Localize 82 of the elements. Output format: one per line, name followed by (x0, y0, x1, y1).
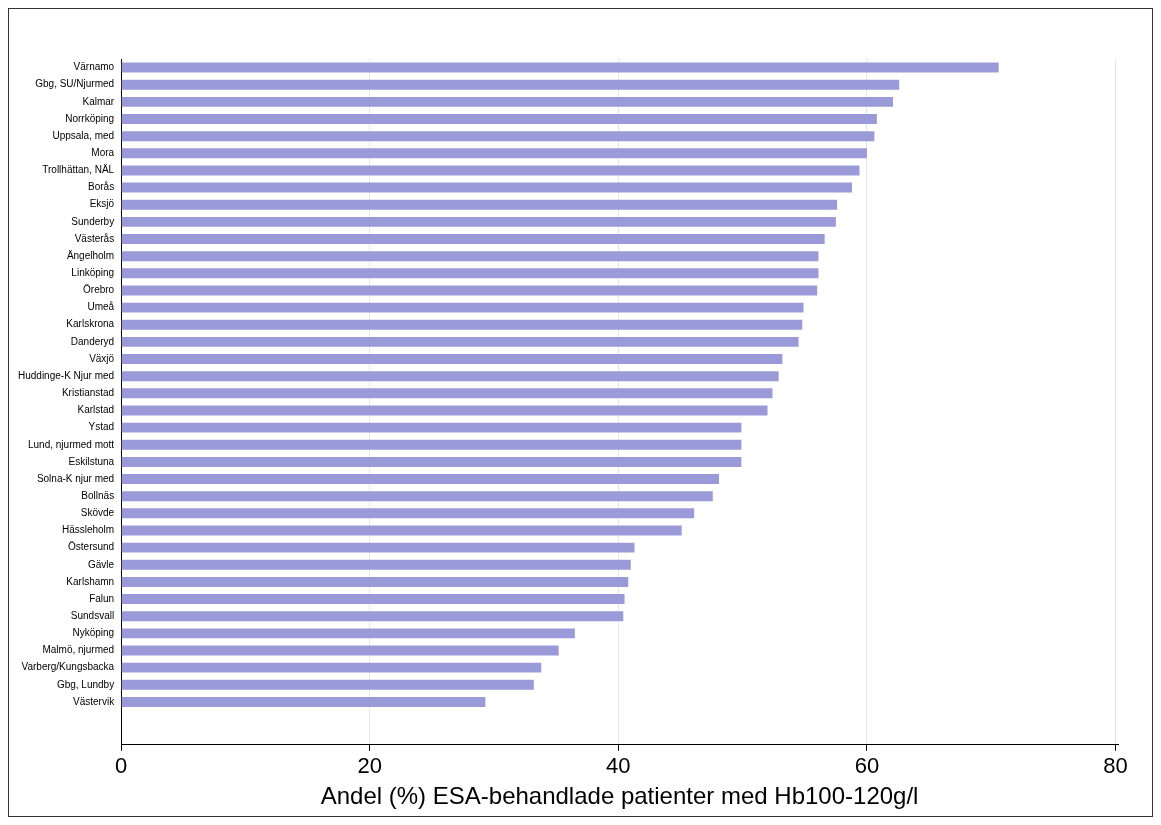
y-tick-label: Västerås (74, 232, 115, 244)
bar (121, 508, 695, 519)
y-tick-label: Linköping (71, 267, 115, 279)
y-tick-label: Lund, njurmed mott (27, 438, 115, 450)
bar (121, 491, 713, 502)
y-tick-label: Värnamo (73, 61, 115, 73)
y-tick-label: Sunderby (71, 215, 115, 227)
x-axis-title: Andel (%) ESA-behandlade patienter med Hb100-120g/l (320, 782, 919, 810)
y-tick-label: Örebro (83, 284, 115, 296)
y-tick-label: Skövde (80, 507, 115, 519)
bar (121, 302, 804, 313)
y-tick-label: Borås (88, 181, 115, 193)
y-tick-label: Karlstad (77, 404, 115, 416)
bar (121, 199, 838, 210)
y-tick-label: Västervik (73, 695, 116, 707)
bar (121, 354, 783, 365)
y-tick-label: Uppsala, med (52, 129, 115, 141)
y-tick-label: Bollnäs (81, 489, 115, 501)
bar (121, 662, 542, 673)
bar (121, 696, 486, 707)
y-tick-label: Huddinge-K Njur med (17, 369, 115, 381)
y-tick-label: Ystad (88, 421, 115, 433)
y-tick-label: Mora (91, 147, 115, 159)
y-tick-label: Eksjö (89, 198, 115, 210)
bar (121, 594, 625, 605)
bar (121, 285, 818, 296)
bar (121, 62, 999, 73)
y-tick-label: Umeå (87, 301, 115, 313)
y-tick-label: Karlskrona (66, 318, 115, 330)
bar (121, 628, 575, 639)
y-tick-label: Trollhättan, NÄL (42, 164, 115, 176)
y-tick-label: Malmö, njurmed (42, 644, 115, 656)
bar (121, 576, 629, 587)
x-tick-label: 20 (357, 753, 382, 779)
bar (121, 405, 768, 416)
bar (121, 336, 799, 347)
bar (121, 525, 682, 536)
bar (121, 96, 894, 107)
bar (121, 234, 825, 244)
bar (121, 165, 860, 176)
bar (121, 251, 819, 262)
y-tick-label: Ängelholm (66, 249, 115, 261)
y-tick-label: Solna-K njur med (36, 472, 115, 484)
y-tick-label: Nyköping (72, 627, 115, 639)
y-tick-label: Norrköping (65, 112, 115, 124)
y-tick-label: Gbg, Lundby (56, 678, 115, 690)
bar (121, 79, 900, 90)
x-tick-label: 60 (854, 753, 880, 779)
x-tick-label: 0 (115, 753, 128, 779)
bar (121, 474, 720, 485)
bar (121, 559, 631, 570)
x-tick-label: 40 (606, 753, 631, 779)
bar (121, 114, 877, 124)
bar (121, 216, 836, 227)
bar (121, 182, 853, 193)
bar (121, 456, 742, 467)
y-tick-label: Kristianstad (61, 387, 115, 399)
y-tick-label: Kalmar (82, 95, 115, 107)
y-tick-label: Växjö (89, 352, 115, 364)
x-tick-label: 80 (1103, 753, 1128, 779)
bar (121, 422, 742, 433)
y-tick-label: Sundsvall (70, 609, 115, 621)
bar (121, 268, 819, 279)
bar (121, 148, 867, 159)
y-tick-label: Gävle (88, 558, 115, 570)
y-tick-label: Hässleholm (61, 524, 115, 536)
bar (121, 131, 875, 142)
bar (121, 388, 773, 399)
y-tick-label: Gbg, SU/Njurmed (35, 78, 115, 90)
bar (121, 319, 803, 330)
y-tick-label: Eskilstuna (68, 455, 115, 467)
bar (121, 645, 559, 656)
y-tick-label: Karlshamn (66, 575, 115, 587)
y-tick-label: Östersund (68, 541, 115, 553)
bar (121, 679, 534, 690)
bar (121, 439, 742, 450)
y-tick-label: Varberg/Kungsbacka (21, 661, 115, 673)
y-tick-label: Falun (89, 592, 115, 604)
bar (121, 611, 624, 622)
y-tick-label: Danderyd (70, 335, 115, 347)
bar (121, 542, 635, 553)
bar (121, 371, 779, 382)
